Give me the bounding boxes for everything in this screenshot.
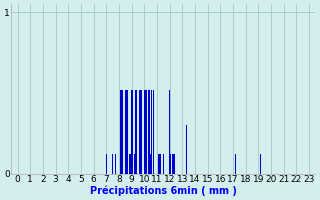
- Bar: [135, 90, 136, 174]
- Bar: [126, 90, 127, 174]
- Bar: [122, 90, 123, 174]
- Bar: [139, 90, 140, 174]
- Bar: [153, 90, 154, 174]
- Bar: [145, 90, 146, 174]
- Bar: [158, 154, 159, 174]
- Bar: [159, 154, 160, 174]
- Bar: [186, 125, 187, 174]
- Bar: [173, 154, 174, 174]
- Bar: [235, 154, 236, 174]
- Bar: [156, 154, 157, 174]
- Bar: [141, 90, 142, 174]
- Bar: [149, 90, 150, 174]
- Bar: [144, 90, 145, 174]
- Bar: [115, 154, 116, 174]
- Bar: [163, 154, 164, 174]
- Bar: [127, 90, 128, 174]
- Bar: [146, 90, 147, 174]
- Bar: [131, 90, 132, 174]
- Bar: [130, 154, 131, 174]
- Bar: [120, 90, 121, 174]
- Bar: [169, 90, 170, 174]
- Bar: [132, 90, 133, 174]
- Bar: [174, 154, 175, 174]
- Bar: [260, 154, 261, 174]
- Bar: [106, 154, 107, 174]
- Bar: [140, 90, 141, 174]
- Bar: [136, 90, 137, 174]
- Bar: [134, 154, 135, 174]
- Bar: [118, 154, 119, 174]
- X-axis label: Précipitations 6min ( mm ): Précipitations 6min ( mm ): [90, 185, 237, 196]
- Bar: [125, 90, 126, 174]
- Bar: [160, 154, 161, 174]
- Bar: [112, 154, 113, 174]
- Bar: [151, 90, 152, 174]
- Bar: [129, 154, 130, 174]
- Bar: [162, 90, 163, 174]
- Bar: [121, 90, 122, 174]
- Bar: [150, 154, 151, 174]
- Bar: [138, 90, 139, 174]
